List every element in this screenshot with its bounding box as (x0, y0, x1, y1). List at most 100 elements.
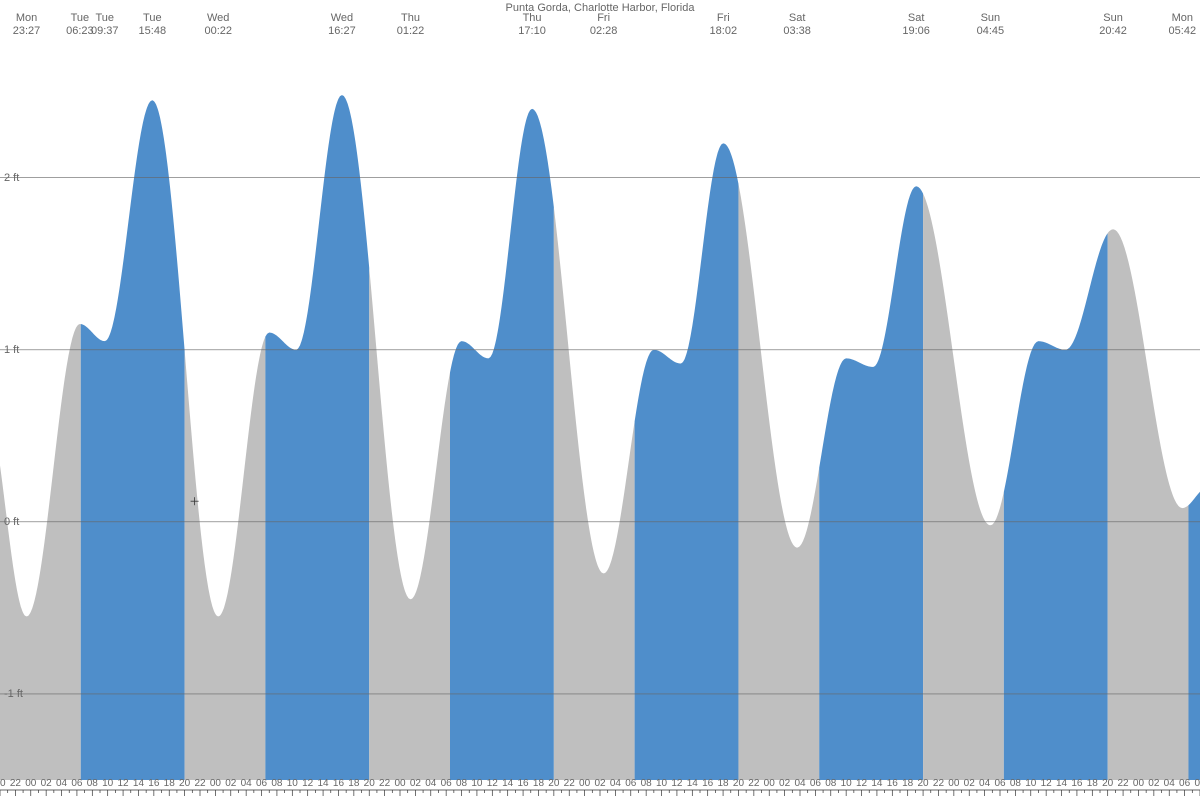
hour-label: 00 (948, 778, 959, 789)
tide-fill-day_start (1188, 492, 1200, 780)
hour-label: 02 (1148, 778, 1159, 789)
hour-label: 20 (918, 778, 929, 789)
hour-label: 00 (764, 778, 775, 789)
hour-label: 16 (148, 778, 159, 789)
hour-label: 20 (179, 778, 190, 789)
tide-event-label: Thu17:10 (518, 12, 546, 38)
hour-label: 16 (333, 778, 344, 789)
hour-label: 04 (56, 778, 67, 789)
tide-event-label: Fri02:28 (590, 12, 618, 38)
hour-label: 18 (348, 778, 359, 789)
hour-label: 12 (856, 778, 867, 789)
hour-label: 20 (364, 778, 375, 789)
tide-fill-night_start (738, 184, 819, 780)
hour-label: 04 (1164, 778, 1175, 789)
hour-label: 10 (656, 778, 667, 789)
hour-label: 18 (718, 778, 729, 789)
tide-event-label: Sat19:06 (902, 12, 930, 38)
hour-label: 06 (810, 778, 821, 789)
hour-label: 12 (118, 778, 129, 789)
hour-label: 08 (456, 778, 467, 789)
hour-label: 14 (133, 778, 144, 789)
tide-fill-day_start (635, 143, 739, 780)
hour-label: 04 (979, 778, 990, 789)
tide-event-label: Tue06:23 (66, 12, 94, 38)
hour-label: 00 (25, 778, 36, 789)
tide-fill-night_start (923, 194, 1004, 780)
hour-label: 16 (518, 778, 529, 789)
hour-label: 14 (318, 778, 329, 789)
hour-label: 16 (1071, 778, 1082, 789)
hour-label: 00 (394, 778, 405, 789)
hour-label: 20 (733, 778, 744, 789)
tide-fill-night_start (0, 324, 81, 780)
hour-label: 08 (825, 778, 836, 789)
hour-label: 22 (194, 778, 205, 789)
hour-label: 04 (425, 778, 436, 789)
hour-label: 12 (671, 778, 682, 789)
hour-label: 20 (548, 778, 559, 789)
tide-event-label: Sat03:38 (783, 12, 811, 38)
hour-label: 14 (687, 778, 698, 789)
hour-label: 02 (41, 778, 52, 789)
hour-label: 10 (102, 778, 113, 789)
hour-label: 20 (0, 778, 6, 789)
tide-event-label: Tue15:48 (139, 12, 167, 38)
chart-svg (0, 0, 1200, 800)
hour-label: 22 (933, 778, 944, 789)
hour-label: 02 (964, 778, 975, 789)
hour-label: 22 (379, 778, 390, 789)
hour-label: 08 (641, 778, 652, 789)
hour-label: 22 (1118, 778, 1129, 789)
hour-label: 14 (1056, 778, 1067, 789)
hour-label: 22 (564, 778, 575, 789)
hour-label: 22 (10, 778, 21, 789)
y-axis-label: 1 ft (4, 344, 19, 356)
hour-label: 18 (1087, 778, 1098, 789)
hour-label: 10 (287, 778, 298, 789)
hour-label: 18 (902, 778, 913, 789)
hour-label: 12 (1041, 778, 1052, 789)
hour-label: 12 (487, 778, 498, 789)
hour-label: 06 (994, 778, 1005, 789)
y-axis-label: 2 ft (4, 172, 19, 184)
tide-fill-night_start (1108, 229, 1189, 780)
tide-fill-night_start (369, 268, 450, 780)
hour-label: 06 (1179, 778, 1190, 789)
hour-label: 18 (164, 778, 175, 789)
hour-label: 16 (702, 778, 713, 789)
hour-label: 08 (1194, 778, 1200, 789)
hour-label: 02 (594, 778, 605, 789)
hour-label: 04 (794, 778, 805, 789)
tide-event-label: Sun04:45 (977, 12, 1005, 38)
hour-label: 00 (210, 778, 221, 789)
tide-chart: Punta Gorda, Charlotte Harbor, Florida 2… (0, 0, 1200, 800)
hour-label: 20 (1102, 778, 1113, 789)
hour-label: 00 (1133, 778, 1144, 789)
hour-label: 14 (502, 778, 513, 789)
hour-label: 04 (241, 778, 252, 789)
hour-label: 22 (748, 778, 759, 789)
hour-label: 08 (87, 778, 98, 789)
hour-label: 02 (410, 778, 421, 789)
y-axis-label: 0 ft (4, 516, 19, 528)
tide-fill-day_start (81, 100, 185, 780)
hour-label: 06 (256, 778, 267, 789)
hour-label: 18 (533, 778, 544, 789)
tide-event-label: Tue09:37 (91, 12, 119, 38)
tide-event-label: Thu01:22 (397, 12, 425, 38)
hour-label: 02 (779, 778, 790, 789)
hour-label: 06 (71, 778, 82, 789)
tide-event-label: Sun20:42 (1099, 12, 1127, 38)
hour-label: 06 (625, 778, 636, 789)
hour-label: 12 (302, 778, 313, 789)
tide-fill-day_start (819, 186, 923, 780)
hour-label: 14 (871, 778, 882, 789)
hour-label: 10 (841, 778, 852, 789)
tide-fill-day_start (1004, 233, 1108, 780)
hour-label: 08 (271, 778, 282, 789)
hour-label: 16 (887, 778, 898, 789)
tide-fill-day_start (265, 95, 369, 780)
tide-event-label: Mon23:27 (13, 12, 41, 38)
tide-fill-night_start (185, 337, 266, 780)
